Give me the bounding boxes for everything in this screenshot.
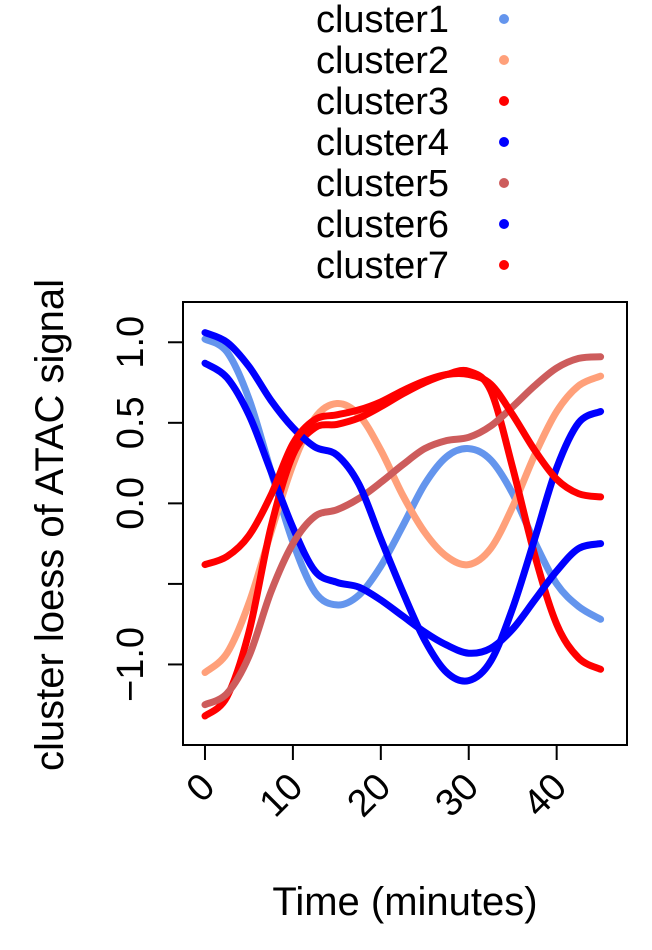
x-axis: 0 10 20 30 40	[179, 744, 575, 826]
legend-label-2: cluster2	[316, 40, 449, 82]
legend-marker-5	[499, 178, 509, 188]
series-layer	[201, 329, 605, 720]
legend-marker-6	[499, 219, 509, 229]
y-axis: −1.0 0.0 0.5 1.0	[110, 316, 184, 702]
y-tick-label-3: 0.5	[110, 396, 152, 449]
legend-marker-1	[499, 14, 509, 24]
legend-label-5: cluster5	[316, 163, 449, 205]
legend-marker-2	[499, 55, 509, 65]
y-axis-label: cluster loess of ATAC signal	[28, 279, 72, 771]
legend-label-7: cluster7	[316, 245, 449, 287]
legend-marker-7	[499, 260, 509, 270]
legend-marker-4	[499, 137, 509, 147]
x-tick-label-30: 30	[428, 766, 488, 826]
x-tick-label-0: 0	[179, 766, 224, 811]
legend-label-6: cluster6	[316, 204, 449, 246]
x-axis-label: Time (minutes)	[272, 880, 537, 924]
series-line-6	[201, 329, 605, 685]
x-tick-label-40: 40	[515, 766, 575, 826]
series-line-4	[201, 359, 605, 657]
y-tick-label-2: 0.0	[110, 477, 152, 530]
x-tick-label-10: 10	[252, 766, 312, 826]
legend: cluster1cluster2cluster3cluster4cluster5…	[316, 0, 509, 287]
y-tick-label-4: 1.0	[110, 316, 152, 369]
y-tick-label-0: −1.0	[110, 627, 152, 702]
series-line-5	[201, 353, 605, 709]
legend-label-3: cluster3	[316, 81, 449, 123]
legend-marker-3	[499, 96, 509, 106]
x-tick-label-20: 20	[340, 766, 400, 826]
series-line-7	[201, 369, 605, 569]
legend-label-4: cluster4	[316, 122, 449, 164]
series-line-3	[201, 366, 605, 720]
legend-label-1: cluster1	[316, 0, 449, 41]
